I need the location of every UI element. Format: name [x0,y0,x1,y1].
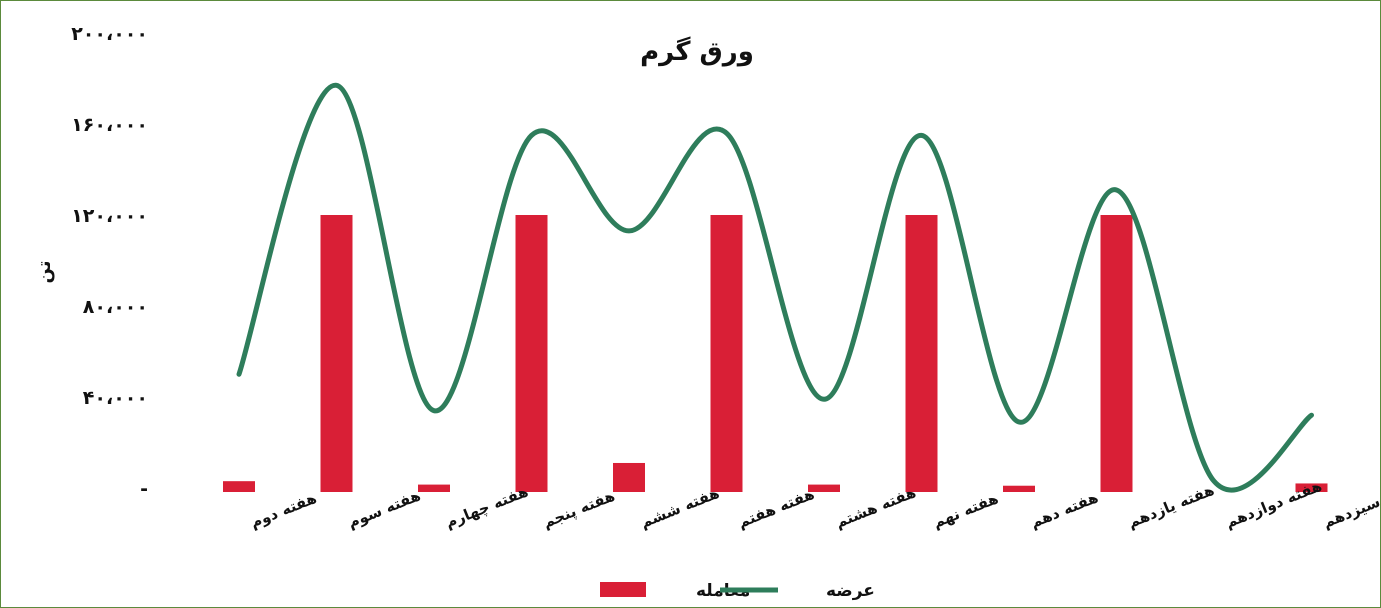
x-tick-label: هفته یازدهم [1125,481,1216,532]
legend-line-label: عرضه [826,581,875,601]
y-tick-label: ۱۶۰،۰۰۰ [71,114,148,136]
bar [905,215,938,492]
bar [515,215,548,492]
chart-title: ورق گرم [640,36,754,67]
x-tick-label: هفته هفتم [735,485,817,532]
bar [1003,485,1035,492]
x-tick-label: هفته دوازدهم [1223,477,1325,532]
x-tick-label: هفته سوم [345,486,423,531]
legend-bar-swatch [600,582,646,597]
x-tick-label: هفته دهم [1028,488,1101,531]
x-tick-label: هفته هشتم [833,483,919,532]
bar [1295,483,1328,492]
bar-series [223,215,1328,492]
y-tick-label: ۲۰۰،۰۰۰ [71,23,148,45]
bar [808,484,840,492]
y-axis-ticks: - ۴۰،۰۰۰ ۸۰،۰۰۰ ۱۲۰،۰۰۰ ۱۶۰،۰۰۰ ۲۰۰،۰۰۰ [71,23,148,500]
line-series [236,82,1314,493]
bar [1100,215,1133,492]
legend: معاملهعرضه [600,581,875,601]
bar [320,215,353,492]
y-tick-label: ۴۰،۰۰۰ [83,387,148,409]
y-tick-label: - [140,478,148,500]
y-tick-label: ۱۲۰،۰۰۰ [71,205,148,227]
x-tick-label: هفته چهارم [443,482,531,532]
x-tick-label: هفته ششم [638,484,722,532]
supply-line [236,82,1314,493]
x-tick-label: هفته دوم [248,489,319,532]
x-tick-label: هفته نهم [930,489,1001,532]
y-tick-label: ۸۰،۰۰۰ [83,296,148,318]
bar [223,481,255,492]
bar [418,484,450,492]
y-axis-label: تن [34,261,55,284]
x-tick-label: هفته سیزدهم [1320,477,1381,532]
bar [613,462,645,492]
x-tick-label: هفته پنجم [540,487,618,533]
bar [710,215,743,492]
